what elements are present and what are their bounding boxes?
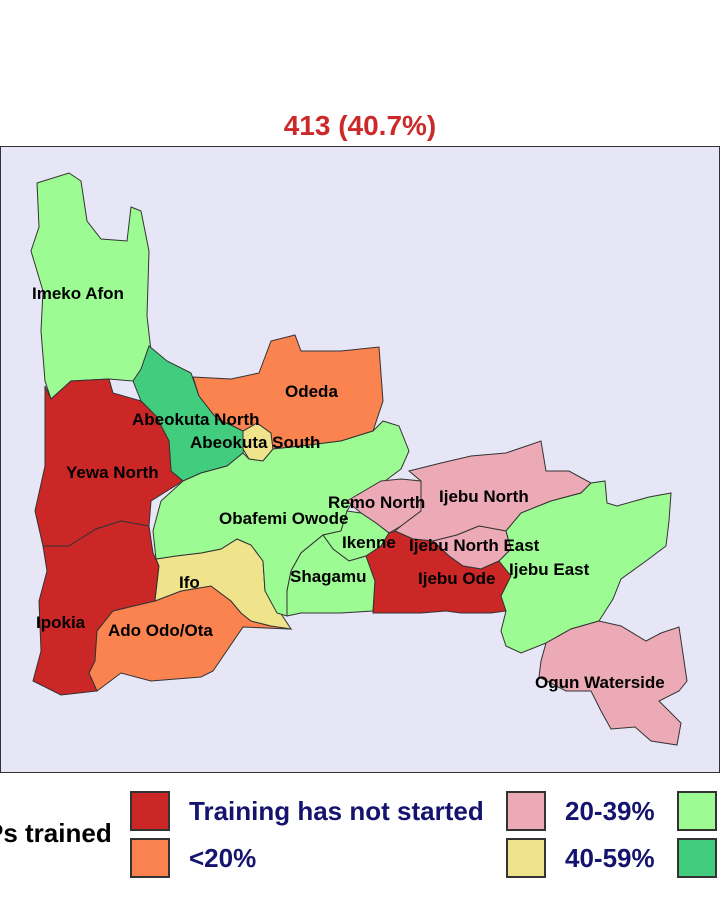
lga-label-abeokuta-south: Abeokuta South xyxy=(190,433,320,452)
legend-label-20-39: 20-39% xyxy=(565,796,655,826)
lga-label-obafemi-owode: Obafemi Owode xyxy=(219,509,348,528)
lga-label-ijebu-east: Ijebu East xyxy=(509,560,590,579)
lga-label-yewa-north: Yewa North xyxy=(66,463,159,482)
lga-label-abeokuta-north: Abeokuta North xyxy=(132,410,260,429)
map-subtitle: 413 (40.7%) xyxy=(283,110,437,141)
lga-label-odeda: Odeda xyxy=(285,382,338,401)
legend-swatch-80-100 xyxy=(677,838,717,878)
lga-label-ijebu-north-east: Ijebu North East xyxy=(409,536,540,555)
legend-label-40-59: 40-59% xyxy=(565,843,655,873)
legend-swatch-lt20 xyxy=(130,838,170,878)
legend-swatch-not-started xyxy=(130,791,170,831)
legend-label-not-started: Training has not started xyxy=(189,796,484,826)
lga-ogun-waterside[interactable] xyxy=(538,620,688,746)
lga-label-ado-odo-ota: Ado Odo/Ota xyxy=(108,621,213,640)
legend-title: Ps trained xyxy=(0,818,112,848)
lga-label-remo-north: Remo North xyxy=(328,493,425,512)
lga-label-shagamu: Shagamu xyxy=(290,567,367,586)
lga-ijebu-east[interactable] xyxy=(498,480,672,654)
legend-swatch-60-79 xyxy=(677,791,717,831)
legend-label-lt20: <20% xyxy=(189,843,257,873)
lga-label-imeko-afon: Imeko Afon xyxy=(32,284,124,303)
lga-label-ijebu-ode: Ijebu Ode xyxy=(418,569,495,588)
lga-label-ijebu-north: Ijebu North xyxy=(439,487,529,506)
lga-label-ipokia: Ipokia xyxy=(36,613,86,632)
map-panel: Imeko Afon Abeokuta North Abeokuta South… xyxy=(0,146,720,773)
lga-label-ifo: Ifo xyxy=(179,573,200,592)
ogun-state-map: Imeko Afon Abeokuta North Abeokuta South… xyxy=(30,172,688,746)
legend-swatch-20-39 xyxy=(506,791,546,831)
lga-label-ikenne: Ikenne xyxy=(342,533,396,552)
lga-label-ogun-waterside: Ogun Waterside xyxy=(535,673,665,692)
legend-swatch-40-59 xyxy=(506,838,546,878)
